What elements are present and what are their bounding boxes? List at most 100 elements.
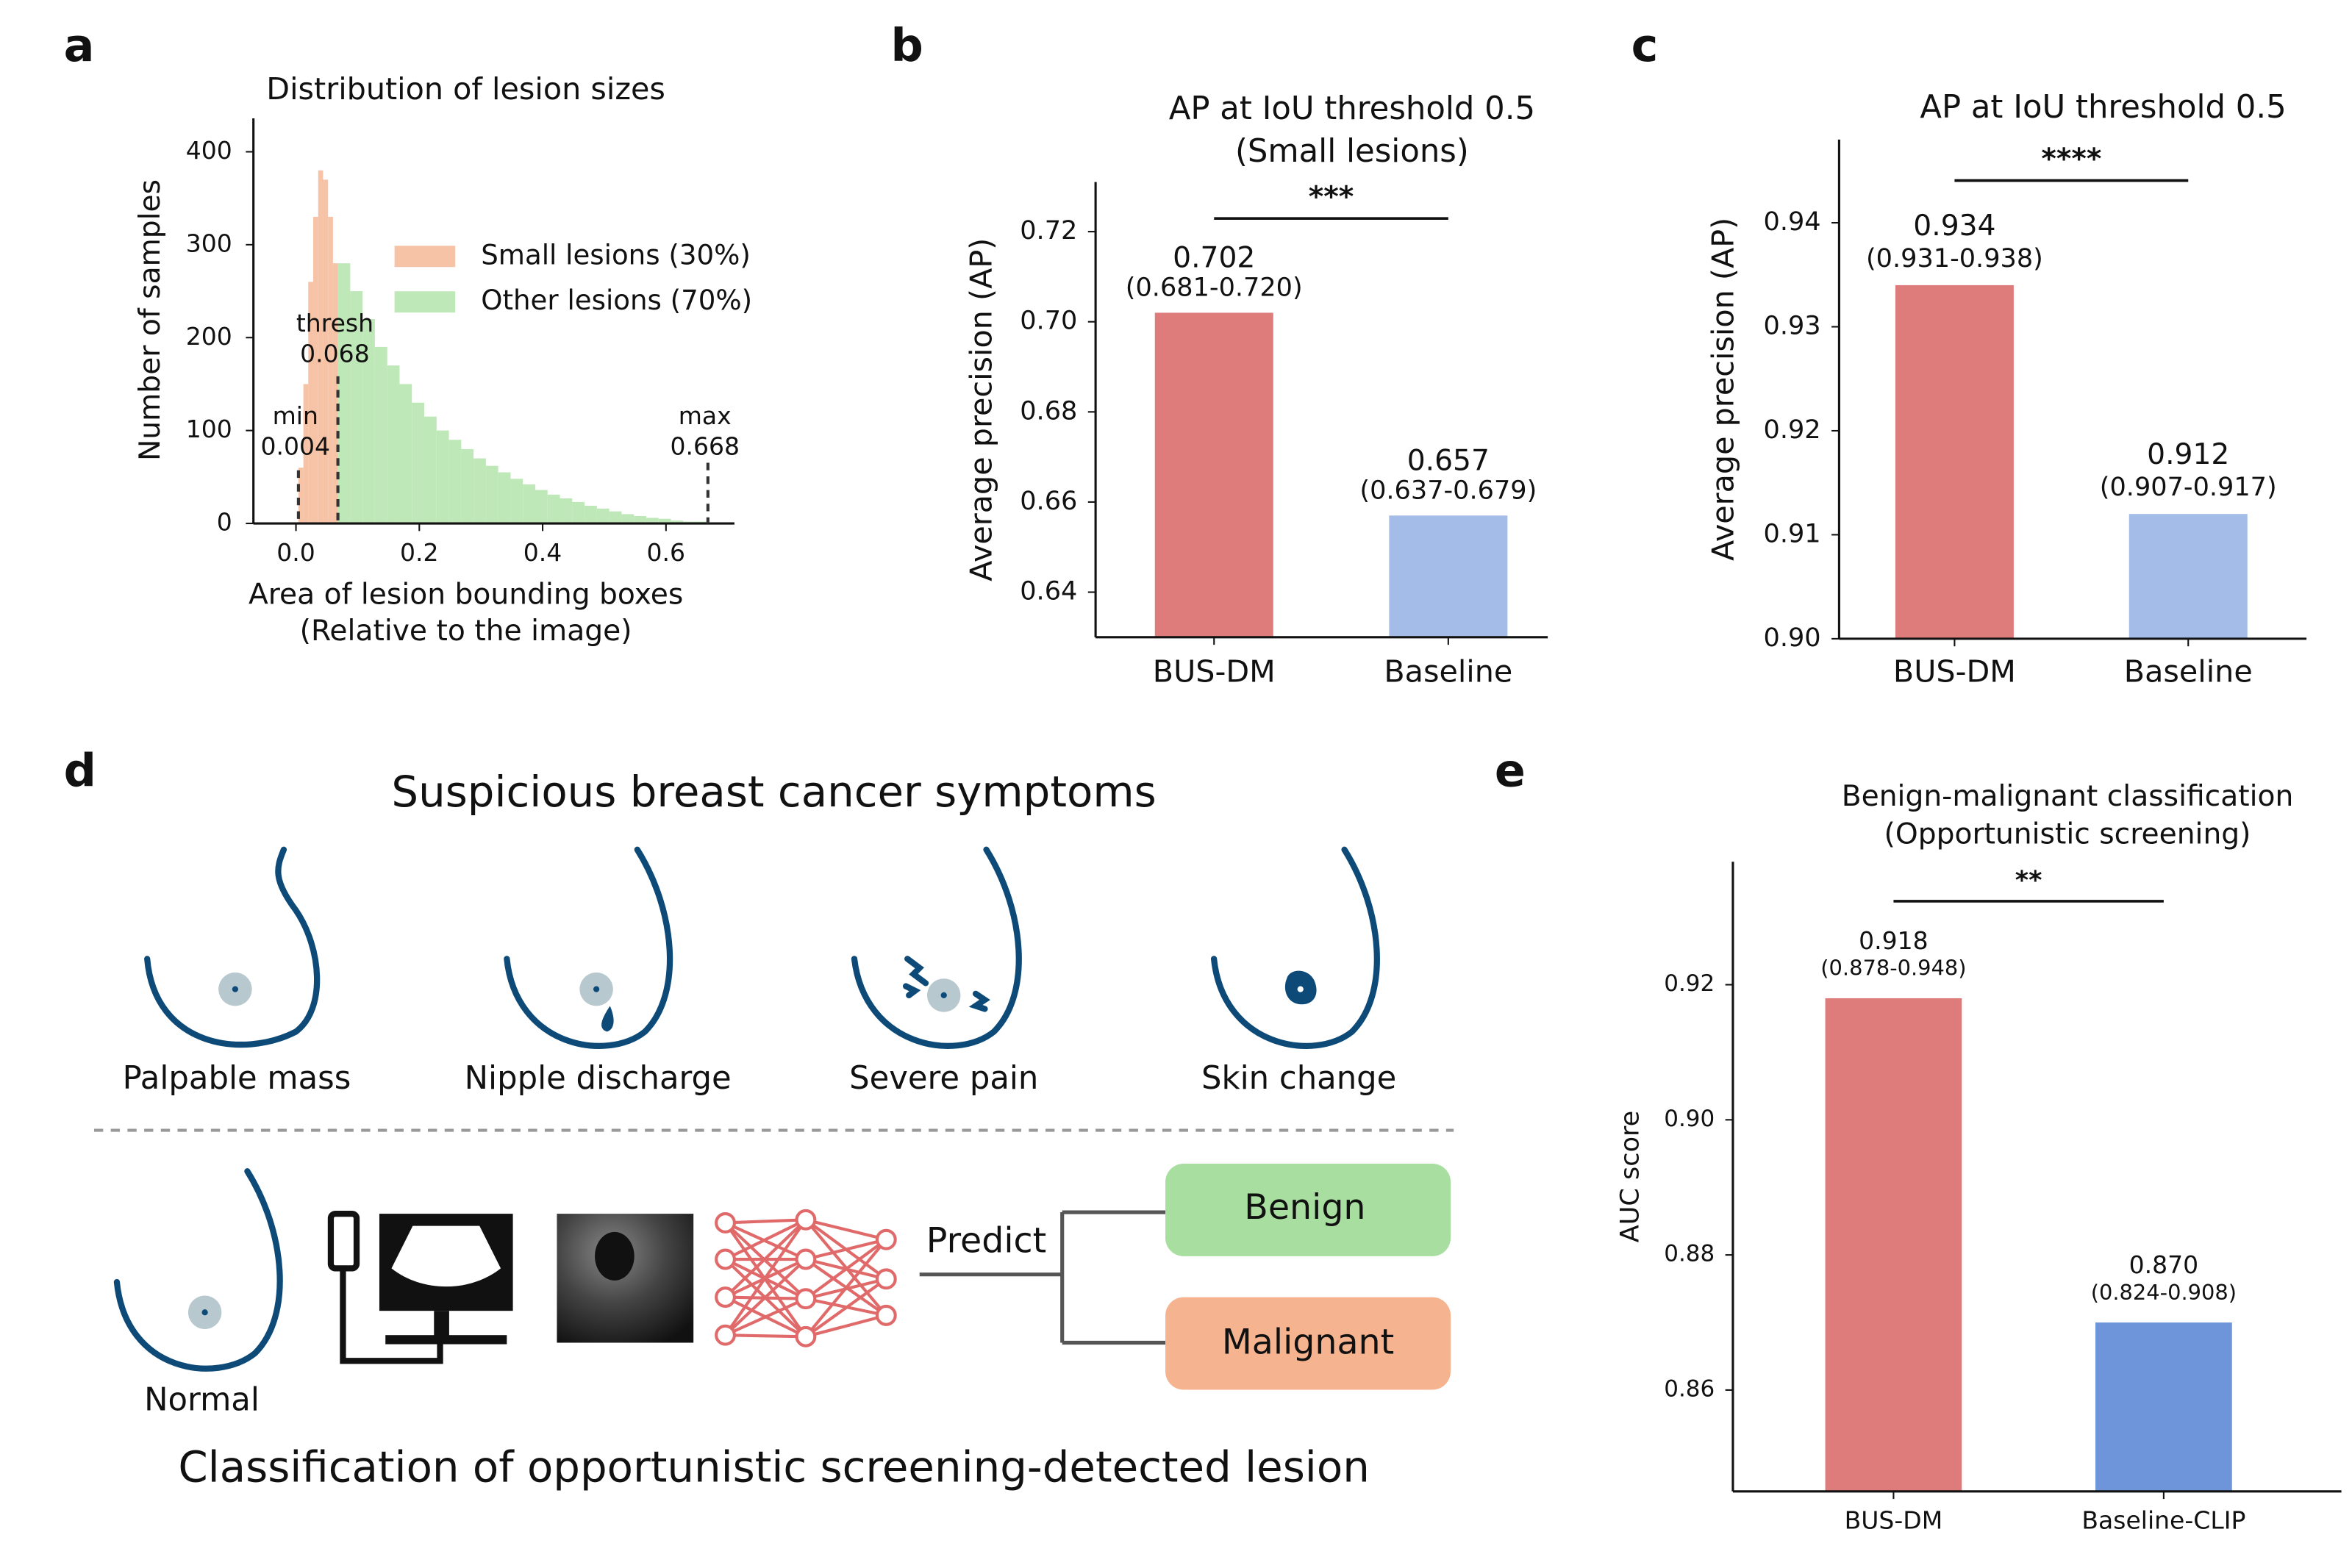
x-axis-label: Area of lesion bounding boxes xyxy=(249,579,683,612)
histogram-bar xyxy=(596,508,610,524)
nn-node xyxy=(795,1248,817,1270)
histogram-bar xyxy=(498,472,511,524)
chart-title: AP at IoU threshold 0.5 xyxy=(1169,90,1535,127)
y-tick-label: 0.90 xyxy=(1664,1106,1715,1132)
y-tick-label: 0.93 xyxy=(1764,311,1821,341)
histogram-bar xyxy=(318,170,324,524)
y-axis-label: Average precision (AP) xyxy=(963,238,998,581)
nn-node xyxy=(715,1212,736,1234)
lesion-image xyxy=(595,1231,635,1281)
value-label: 0.918 xyxy=(1859,926,1929,955)
x-axis-label: (Relative to the image) xyxy=(300,615,632,648)
stand xyxy=(434,1311,449,1339)
annotation-label: min xyxy=(273,401,318,430)
y-tick-label: 0.68 xyxy=(1020,395,1077,426)
breast xyxy=(144,846,321,1048)
histogram-bar xyxy=(448,440,462,524)
annotation-label: thresh xyxy=(296,309,373,337)
dot xyxy=(593,986,600,992)
y-tick-label: 0.94 xyxy=(1764,207,1821,237)
legend-label: Small lesions (30%) xyxy=(481,239,751,271)
ci-label: (0.931-0.938) xyxy=(1866,243,2043,273)
histogram-bar xyxy=(510,479,523,524)
nn-edge xyxy=(725,1333,806,1339)
panel-label: d xyxy=(64,745,96,798)
histogram-bar xyxy=(646,518,659,524)
histogram-bar xyxy=(424,416,437,524)
predict-label: Predict xyxy=(926,1220,1046,1261)
nn-edge xyxy=(724,1218,807,1261)
annotation-label: max xyxy=(679,401,732,430)
y-tick-label: 400 xyxy=(186,136,232,165)
nn-edge xyxy=(724,1258,807,1336)
y-axis-label: AUC score xyxy=(1615,1111,1645,1243)
legend-swatch xyxy=(394,246,456,268)
breast xyxy=(113,1168,283,1372)
histogram-bar xyxy=(547,494,560,524)
y-tick-label: 0 xyxy=(217,508,232,537)
significance-label: ** xyxy=(2015,865,2042,895)
y-tick-label: 0.64 xyxy=(1020,576,1077,606)
breast xyxy=(851,846,1022,1049)
value-label: 0.702 xyxy=(1173,242,1255,275)
y-tick-label: 300 xyxy=(186,229,232,257)
panel-label: b xyxy=(890,19,923,72)
histogram-bar xyxy=(399,384,412,524)
x-tick-label: BUS-DM xyxy=(1153,654,1276,689)
y-tick-label: 0.92 xyxy=(1664,970,1715,997)
significance-label: **** xyxy=(2041,143,2101,176)
x-tick-label: 0.2 xyxy=(400,538,439,567)
histogram-bar xyxy=(609,511,622,524)
chart-title: Distribution of lesion sizes xyxy=(266,71,665,107)
annotation-value: 0.004 xyxy=(261,432,331,460)
ci-label: (0.878-0.948) xyxy=(1820,956,1966,981)
nn-edge xyxy=(723,1219,807,1336)
breast-icons xyxy=(113,846,1380,1372)
histogram-bar xyxy=(523,484,535,524)
dot xyxy=(940,992,947,999)
histogram-bar xyxy=(572,501,585,524)
histogram-bar xyxy=(332,263,338,524)
x-tick-label: 0.0 xyxy=(276,538,315,567)
nn-edge xyxy=(724,1218,807,1299)
pain-marks xyxy=(903,956,990,1012)
x-tick-label: BUS-DM xyxy=(1893,654,2016,689)
y-tick-label: 200 xyxy=(186,322,232,351)
symptom-label: Palpable mass xyxy=(123,1060,351,1097)
histogram-bar xyxy=(323,179,329,524)
histogram-bar xyxy=(362,318,375,524)
ci-label: (0.681-0.720) xyxy=(1126,272,1303,302)
x-tick-label: Baseline xyxy=(1384,654,1512,689)
histogram-bar xyxy=(461,448,474,524)
value-label: 0.934 xyxy=(1913,210,1995,243)
ultrasound-machine xyxy=(327,1210,513,1364)
bar xyxy=(2095,1322,2232,1492)
nn-node xyxy=(715,1324,736,1346)
nn-edge xyxy=(804,1238,887,1338)
panel-label: e xyxy=(1495,745,1526,798)
diagram-caption: Classification of opportunistic screenin… xyxy=(178,1442,1369,1492)
x-tick-label: Baseline xyxy=(2124,654,2253,689)
ci-label: (0.824-0.908) xyxy=(2091,1280,2237,1305)
legend-label: Other lesions (70%) xyxy=(481,284,752,316)
y-tick-label: 0.66 xyxy=(1020,486,1077,516)
y-tick-label: 0.88 xyxy=(1664,1241,1715,1267)
bracket xyxy=(919,1210,1166,1345)
nn-node xyxy=(875,1268,897,1290)
histogram-bar xyxy=(671,520,684,524)
y-tick-label: 0.70 xyxy=(1020,306,1077,336)
symptom-label: Nipple discharge xyxy=(465,1060,732,1097)
neural-network xyxy=(715,1209,897,1347)
y-axis-label: Number of samples xyxy=(134,179,167,461)
histogram-bar xyxy=(313,216,318,524)
ci-label: (0.907-0.917) xyxy=(2100,472,2277,502)
output-label: Benign xyxy=(1244,1187,1365,1228)
bar xyxy=(1895,284,2014,639)
value-label: 0.870 xyxy=(2129,1250,2199,1279)
symptom-label: Severe pain xyxy=(849,1060,1038,1097)
value-label: 0.657 xyxy=(1407,445,1490,478)
histogram-bar xyxy=(308,282,314,524)
x-tick-label: BUS-DM xyxy=(1845,1506,1943,1535)
histogram-bar xyxy=(298,468,304,524)
